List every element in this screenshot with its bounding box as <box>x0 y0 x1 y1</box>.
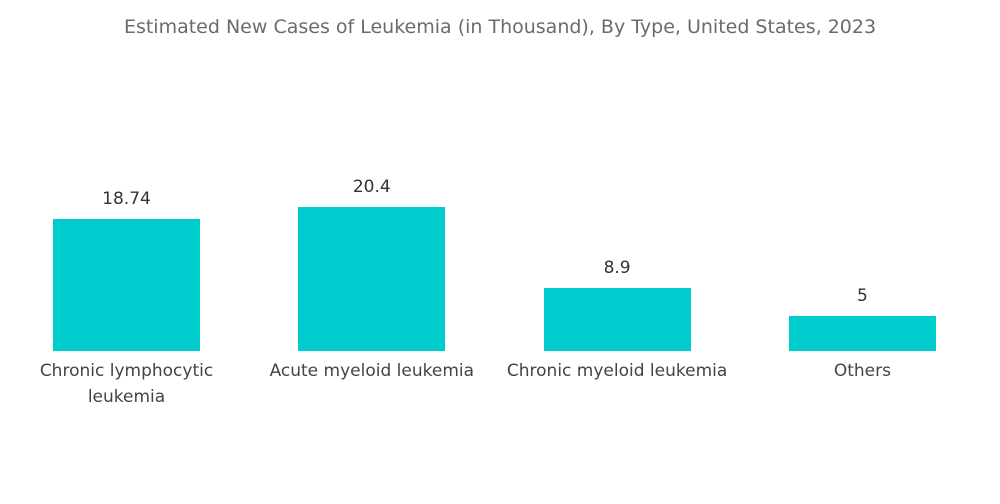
bar <box>543 288 691 351</box>
x-tick-label: Chronic myeloid leukemia <box>506 361 728 381</box>
x-tick-label: Others <box>833 361 891 381</box>
value-label: 8.9 <box>603 258 631 279</box>
x-tick-label: Acute myeloid leukemia <box>269 361 475 381</box>
value-label: 20.4 <box>352 176 391 197</box>
bar <box>788 315 936 351</box>
chart-title: Estimated New Cases of Leukemia (in Thou… <box>123 16 877 38</box>
x-tick-label: Chronic lymphocytic leukemia <box>39 361 214 407</box>
bar <box>53 218 200 351</box>
bar <box>298 206 446 351</box>
value-label: 5 <box>856 285 868 306</box>
value-label: 18.74 <box>102 188 151 209</box>
